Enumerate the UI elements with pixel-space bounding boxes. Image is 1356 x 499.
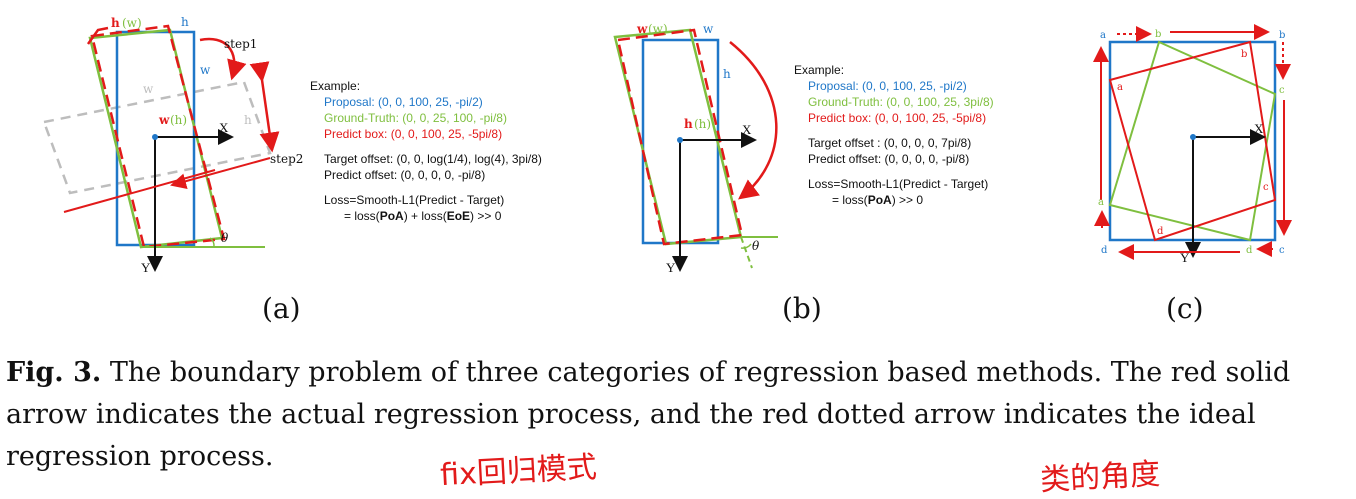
corner-a-red: a — [1117, 82, 1123, 93]
predict-offset-line: Predict offset: (0, 0, 0, 0, -pi/8) — [310, 167, 542, 183]
label-w: w — [636, 22, 648, 36]
step2-label: step2 — [270, 152, 303, 166]
step1-label: step1 — [224, 37, 257, 51]
y-axis-label: Y — [1180, 250, 1190, 265]
proposal-line: Proposal: (0, 0, 100, 25, -pi/2) — [310, 94, 542, 110]
panel-a-diagram: h (w) h w w h w (h) X Y θ step1 step2 — [44, 15, 303, 275]
loss-line-1: Loss=Smooth-L1(Predict - Target) — [310, 192, 542, 208]
label-h-h: h — [684, 117, 693, 131]
label-w-top: w — [703, 22, 714, 36]
panel-b-diagram: w (w) w h h (h) X Y θ — [615, 22, 778, 275]
y-axis-label: Y — [666, 260, 676, 275]
predict-box-line: Predict box: (0, 0, 100, 25, -5pi/8) — [310, 126, 542, 142]
theta-label: θ — [221, 231, 229, 245]
corner-b-blue: b — [1279, 30, 1285, 41]
corner-b-red: b — [1241, 49, 1247, 60]
label-w-paren: (w) — [122, 16, 142, 30]
example-title: Example: — [310, 78, 542, 94]
handwritten-note-2: 类的角度 — [1039, 449, 1161, 499]
ground-truth-line: Ground-Truth: (0, 0, 25, 100, -pi/8) — [310, 110, 542, 126]
theta-label: θ — [752, 239, 760, 253]
target-offset-line: Target offset : (0, 0, 0, 0, 7pi/8) — [794, 135, 994, 151]
corner-d-red: d — [1157, 226, 1164, 237]
example-title: Example: — [794, 62, 994, 78]
predict-offset-line: Predict offset: (0, 0, 0, 0, -pi/8) — [794, 151, 994, 167]
sublabel-c: (c) — [1166, 292, 1204, 325]
caption-label: Fig. 3. — [6, 357, 101, 388]
predict-box-line: Predict box: (0, 0, 100, 25, -5pi/8) — [794, 110, 994, 126]
corner-a-blue: a — [1100, 30, 1106, 41]
loss-line-2: = loss(PoA) + loss(EoE) >> 0 — [310, 208, 542, 224]
corner-d-blue: d — [1101, 245, 1108, 256]
label-w-paren: (w) — [648, 22, 668, 36]
label-h: h — [111, 16, 120, 30]
corner-c-blue: c — [1279, 245, 1285, 256]
y-axis-label: Y — [141, 260, 151, 275]
corner-a-green: a — [1098, 197, 1104, 208]
proposal-line: Proposal: (0, 0, 100, 25, -pi/2) — [794, 78, 994, 94]
label-w-gray: w — [143, 82, 154, 96]
ground-truth-box — [615, 30, 741, 244]
ground-truth-line: Ground-Truth: (0, 0, 100, 25, 3pi/8) — [794, 94, 994, 110]
corner-b-green: b — [1155, 29, 1161, 40]
corner-c-red: c — [1263, 182, 1269, 193]
corner-d-green: d — [1246, 245, 1253, 256]
loss-line-2: = loss(PoA) >> 0 — [794, 192, 994, 208]
label-h-right: h — [723, 67, 731, 81]
x-axis-label: X — [219, 120, 229, 135]
example-block-b: Example: Proposal: (0, 0, 100, 25, -pi/2… — [794, 62, 994, 208]
handwritten-note-1: fix回归模式 — [439, 442, 598, 494]
corner-c-green: c — [1279, 85, 1285, 96]
label-h-top: h — [181, 15, 189, 29]
sublabel-a: (a) — [262, 292, 301, 325]
sublabel-b: (b) — [782, 292, 822, 325]
target-offset-line: Target offset: (0, 0, log(1/4), log(4), … — [310, 151, 542, 167]
loss-line-1: Loss=Smooth-L1(Predict - Target) — [794, 176, 994, 192]
label-w-right: w — [200, 63, 211, 77]
label-h-paren: (h) — [694, 117, 711, 131]
example-block-a: Example: Proposal: (0, 0, 100, 25, -pi/2… — [310, 78, 542, 224]
x-axis-label: X — [1254, 121, 1264, 136]
label-w-h: w — [158, 113, 170, 127]
label-h-gray: h — [244, 113, 252, 127]
x-axis-label: X — [742, 122, 752, 137]
label-h-paren: (h) — [170, 113, 187, 127]
panel-c-diagram: a b b b a c c a d d d c X Y — [1098, 29, 1285, 265]
